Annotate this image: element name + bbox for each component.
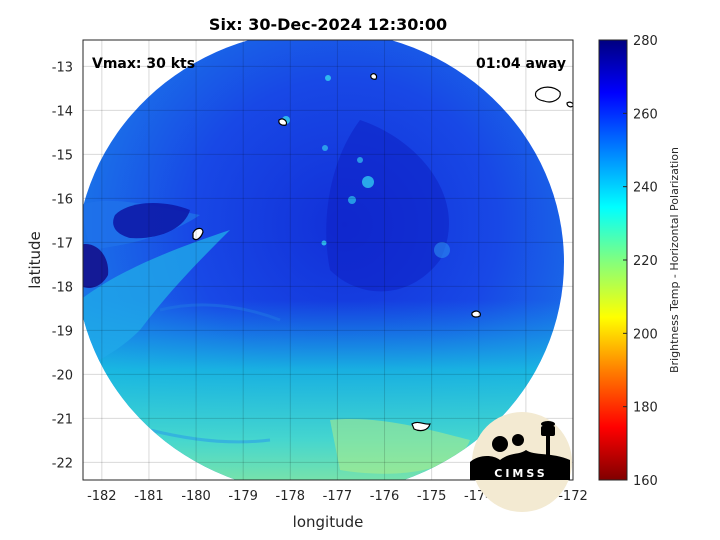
- colorbar-label: Brightness Temp - Horizontal Polarizatio…: [668, 147, 681, 373]
- x-tick-label: -181: [134, 489, 164, 504]
- logo-text: CIMSS: [494, 467, 547, 480]
- y-tick-label: -18: [52, 280, 73, 295]
- y-tick-label: -22: [52, 456, 73, 471]
- y-tick-label: -13: [52, 60, 73, 75]
- y-axis-label: latitude: [26, 231, 44, 289]
- away-label: 01:04 away: [476, 56, 566, 72]
- x-tick-label: -179: [228, 489, 258, 504]
- vmax-label: Vmax: 30 kts: [92, 56, 195, 72]
- y-tick-label: -21: [52, 412, 73, 427]
- colorbar-tick-label: 280: [633, 34, 658, 49]
- x-tick-label: -172: [558, 489, 588, 504]
- x-tick-label: -182: [87, 489, 117, 504]
- y-tick-label: -16: [52, 192, 73, 207]
- x-tick-label: -180: [181, 489, 211, 504]
- x-tick-label: -177: [323, 489, 353, 504]
- y-tick-label: -20: [52, 368, 73, 383]
- colorbar-tick-label: 180: [633, 401, 658, 416]
- y-tick-label: -17: [52, 236, 73, 251]
- colorbar-tick-label: 220: [633, 254, 658, 269]
- y-tick-label: -15: [52, 148, 73, 163]
- plot-title: Six: 30-Dec-2024 12:30:00: [209, 15, 447, 34]
- y-tick-label: -14: [52, 104, 73, 119]
- colorbar: [598, 39, 628, 481]
- x-tick-label: -175: [417, 489, 447, 504]
- colorbar-tick-label: 160: [633, 474, 658, 489]
- colorbar-tick-label: 200: [633, 327, 658, 342]
- colorbar-tick-labels: 280 260 240 220 200 180 160: [623, 34, 658, 489]
- axes-frame: [82, 39, 574, 481]
- cimss-logo: CIMSS: [470, 412, 572, 512]
- x-tick-label: -178: [276, 489, 306, 504]
- y-tick-labels: -13 -14 -15 -16 -17 -18 -19 -20 -21 -22: [52, 60, 73, 471]
- x-tick-label: -176: [370, 489, 400, 504]
- colorbar-tick-label: 240: [633, 181, 658, 196]
- y-tick-label: -19: [52, 324, 73, 339]
- x-axis-label: longitude: [293, 513, 364, 531]
- colorbar-tick-label: 260: [633, 107, 658, 122]
